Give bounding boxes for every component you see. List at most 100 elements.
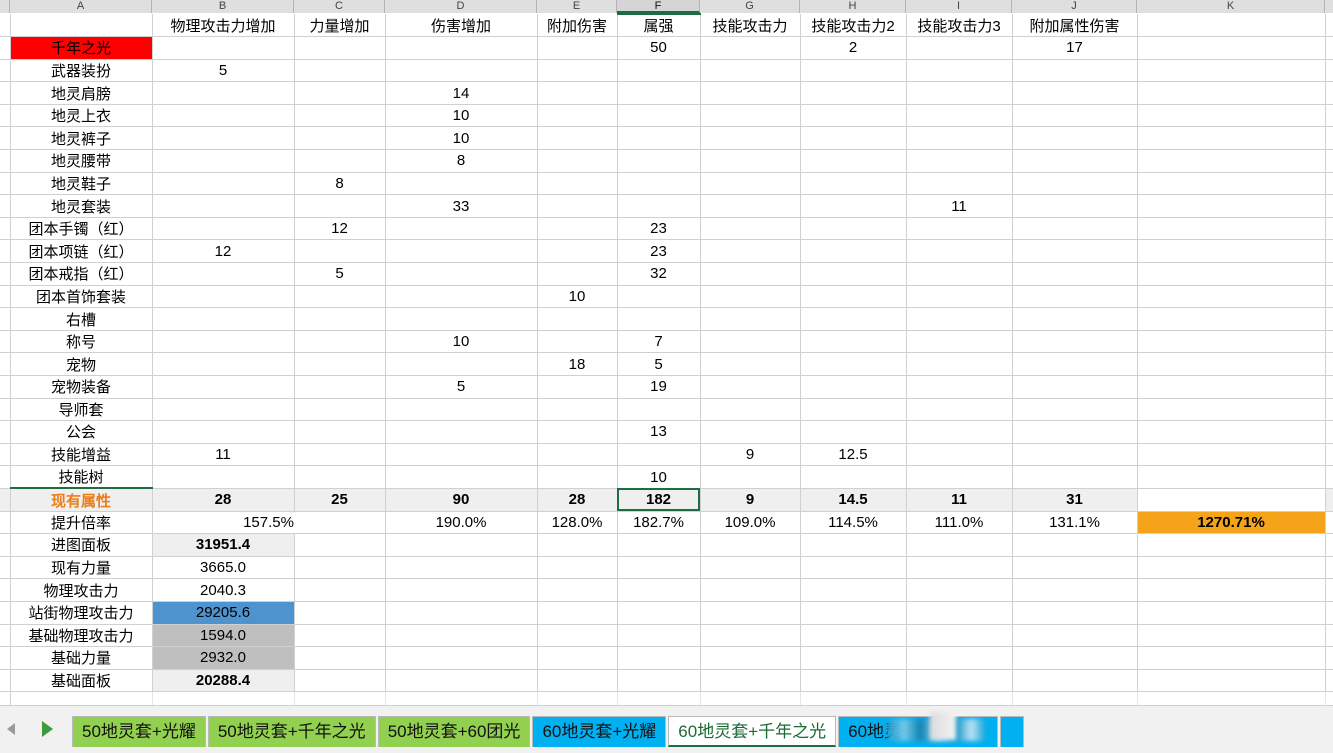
column-header-e[interactable]: E: [537, 0, 617, 13]
cell-h-16[interactable]: [800, 398, 907, 422]
cell-b-12[interactable]: [152, 307, 295, 331]
cell-f-4[interactable]: [617, 126, 701, 151]
cell-e-18[interactable]: [537, 443, 618, 467]
stat-empty-5-1[interactable]: [294, 646, 386, 670]
cell-b-8[interactable]: [152, 217, 295, 241]
cell-c-6[interactable]: 8: [294, 172, 386, 196]
stat-empty-1-2[interactable]: [385, 556, 538, 580]
cell-h-18[interactable]: 12.5: [800, 443, 907, 467]
cell-f-10[interactable]: 32: [617, 262, 701, 286]
blank-cell[interactable]: [152, 691, 295, 705]
cell-c-19[interactable]: [294, 465, 386, 489]
column-header-b[interactable]: B: [152, 0, 294, 13]
cell-i-14[interactable]: [906, 352, 1013, 376]
cell-j-11[interactable]: [1012, 285, 1138, 309]
cell-g-16[interactable]: [700, 398, 801, 422]
stat-empty-1-8[interactable]: [1012, 556, 1138, 580]
multiplier-total[interactable]: 1270.71%: [1137, 511, 1326, 535]
stat-empty-0-5[interactable]: [700, 533, 801, 557]
stat-empty-4-5[interactable]: [700, 624, 801, 648]
stat-empty-4-6[interactable]: [800, 624, 907, 648]
cell-g-10[interactable]: [700, 262, 801, 286]
stat-label-4[interactable]: 基础物理攻击力: [10, 624, 153, 648]
cell-i-3[interactable]: [906, 104, 1013, 128]
stat-value-1[interactable]: 3665.0: [152, 556, 295, 580]
column-header-i[interactable]: I: [906, 0, 1012, 13]
blank-cell[interactable]: [906, 691, 1013, 705]
cell-c-15[interactable]: [294, 375, 386, 399]
sheet-tab-3[interactable]: 60地灵套+光耀: [532, 716, 667, 747]
cell-d-10[interactable]: [385, 262, 538, 286]
current-attr-j[interactable]: 31: [1012, 488, 1138, 512]
cell-d-5[interactable]: 8: [385, 149, 538, 173]
stat-empty-2-8[interactable]: [1012, 578, 1138, 602]
cell-h-3[interactable]: [800, 104, 907, 128]
current-attr-d[interactable]: 90: [385, 488, 538, 512]
cell-c-14[interactable]: [294, 352, 386, 376]
cell-e-0[interactable]: [537, 36, 618, 60]
cell-i-13[interactable]: [906, 330, 1013, 354]
cell-e-4[interactable]: [537, 126, 618, 151]
multiplier-f[interactable]: 182.7%: [617, 511, 701, 535]
stat-empty-4-2[interactable]: [385, 624, 538, 648]
current-attr-i[interactable]: 11: [906, 488, 1013, 512]
stat-value-2[interactable]: 2040.3: [152, 578, 295, 602]
cell-c-11[interactable]: [294, 285, 386, 309]
header-cell-c[interactable]: 力量增加: [294, 14, 386, 38]
current-attr-g[interactable]: 9: [700, 488, 801, 512]
cell-c-17[interactable]: [294, 420, 386, 444]
stat-empty-0-9[interactable]: [1137, 533, 1326, 557]
cell-i-2[interactable]: [906, 81, 1013, 105]
cell-b-18[interactable]: 11: [152, 443, 295, 467]
cell-j-9[interactable]: [1012, 239, 1138, 264]
cell-j-18[interactable]: [1012, 443, 1138, 467]
cell-h-14[interactable]: [800, 352, 907, 376]
cell-f-13[interactable]: 7: [617, 330, 701, 354]
stat-label-2[interactable]: 物理攻击力: [10, 578, 153, 602]
cell-i-9[interactable]: [906, 239, 1013, 264]
cell-k-3[interactable]: [1137, 104, 1326, 128]
cell-k-14[interactable]: [1137, 352, 1326, 376]
cell-c-1[interactable]: [294, 59, 386, 83]
stat-value-5[interactable]: 2932.0: [152, 646, 295, 670]
stat-empty-6-9[interactable]: [1137, 669, 1326, 693]
cell-d-1[interactable]: [385, 59, 538, 83]
cell-g-18[interactable]: 9: [700, 443, 801, 467]
cell-j-12[interactable]: [1012, 307, 1138, 331]
stat-empty-5-5[interactable]: [700, 646, 801, 670]
multiplier-bc[interactable]: 157.5%: [152, 511, 386, 535]
cell-c-3[interactable]: [294, 104, 386, 128]
stat-empty-6-4[interactable]: [617, 669, 701, 693]
stat-empty-4-8[interactable]: [1012, 624, 1138, 648]
cell-k-0[interactable]: [1137, 36, 1326, 60]
stat-empty-5-7[interactable]: [906, 646, 1013, 670]
cell-k-6[interactable]: [1137, 172, 1326, 196]
row-label[interactable]: 右槽: [10, 307, 153, 331]
cell-f-8[interactable]: 23: [617, 217, 701, 241]
column-header-k[interactable]: K: [1137, 0, 1325, 13]
header-cell-d[interactable]: 伤害增加: [385, 14, 538, 38]
cell-k-8[interactable]: [1137, 217, 1326, 241]
multiplier-g[interactable]: 109.0%: [700, 511, 801, 535]
cell-c-2[interactable]: [294, 81, 386, 105]
stat-empty-2-3[interactable]: [537, 578, 618, 602]
cell-d-16[interactable]: [385, 398, 538, 422]
stat-empty-0-1[interactable]: [294, 533, 386, 557]
cell-j-14[interactable]: [1012, 352, 1138, 376]
cell-j-2[interactable]: [1012, 81, 1138, 105]
cell-j-8[interactable]: [1012, 217, 1138, 241]
row-label[interactable]: 宠物装备: [10, 375, 153, 399]
header-cell-f[interactable]: 属强: [617, 13, 701, 38]
stat-empty-2-9[interactable]: [1137, 578, 1326, 602]
row-label[interactable]: 地灵上衣: [10, 104, 153, 128]
cell-d-11[interactable]: [385, 285, 538, 309]
cell-g-3[interactable]: [700, 104, 801, 128]
row-label[interactable]: 技能树: [10, 465, 153, 489]
header-cell-a[interactable]: [10, 14, 153, 38]
row-label[interactable]: 千年之光: [10, 36, 153, 60]
cell-j-15[interactable]: [1012, 375, 1138, 399]
cell-j-10[interactable]: [1012, 262, 1138, 286]
cell-e-12[interactable]: [537, 307, 618, 331]
stat-empty-5-6[interactable]: [800, 646, 907, 670]
cell-b-5[interactable]: [152, 149, 295, 173]
